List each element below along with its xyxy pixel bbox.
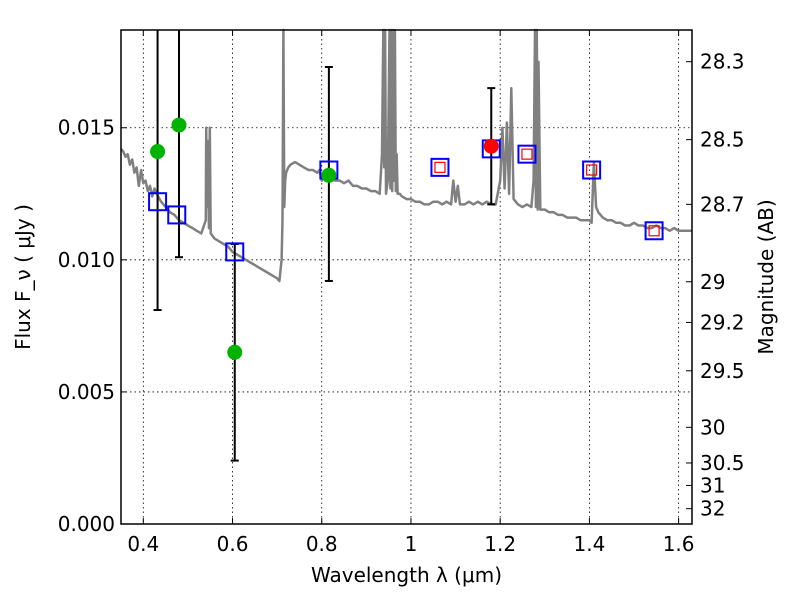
right-tick-label: 28.7 (700, 192, 745, 216)
x-tick-label: 1.6 (663, 532, 695, 556)
right-tick-label: 28.5 (700, 128, 745, 152)
blue-square-marker (167, 205, 187, 225)
right-tick-label: 29 (700, 270, 725, 294)
x-axis-label: Wavelength λ (μm) (311, 563, 502, 587)
red-square-marker (521, 148, 533, 160)
x-tick-label: 0.8 (306, 532, 338, 556)
red-square-marker (648, 225, 660, 237)
green-circle-marker (171, 117, 187, 133)
blue-square-marker (582, 160, 602, 180)
spectrum-line (120, 28, 692, 283)
right-tick-label: 29.2 (700, 310, 745, 334)
blue-square-marker (644, 221, 664, 241)
error-bars-layer (153, 30, 496, 462)
spectrum-layer (120, 28, 692, 283)
right-tick-label: 32 (700, 497, 725, 521)
red-circle-marker (483, 138, 499, 154)
right-tick-label: 28.3 (700, 50, 745, 74)
right-tick-label: 31 (700, 473, 725, 497)
right-tick-label: 29.5 (700, 359, 745, 383)
y-tick-label: 0.015 (58, 116, 115, 140)
right-tick-label: 30.5 (700, 451, 745, 475)
y-tick-label: 0.005 (58, 380, 115, 404)
x-tick-label: 1.2 (484, 532, 516, 556)
red-square-marker (586, 164, 598, 176)
blue-square-marker (430, 157, 450, 177)
x-tick-label: 1.4 (573, 532, 605, 556)
y-tick-label: 0.000 (58, 512, 115, 536)
x-tick-label: 0.6 (217, 532, 249, 556)
green-circle-marker (227, 344, 243, 360)
green-circle-marker (321, 167, 337, 183)
grid-lines (121, 30, 692, 524)
ticks-layer: 0.4 0.6 0.8 1 1.2 1.4 1.6 0.000 0.005 0.010 0.015 2… (58, 30, 745, 556)
right-axis-label: Magnitude (AB) (754, 199, 778, 354)
blue-square-marker (225, 242, 245, 262)
red-square-marker (434, 161, 446, 173)
markers-layer (148, 117, 664, 360)
green-circle-marker (150, 144, 166, 160)
plot-frame (120, 29, 693, 525)
blue-square-marker (517, 144, 537, 164)
blue-square-marker (148, 192, 168, 212)
x-tick-label: 1 (405, 532, 418, 556)
y-tick-label: 0.010 (58, 248, 115, 272)
right-tick-label: 30 (700, 415, 725, 439)
y-axis-label: Flux F_ν ( μJy ) (11, 204, 35, 350)
x-tick-label: 0.4 (127, 532, 159, 556)
